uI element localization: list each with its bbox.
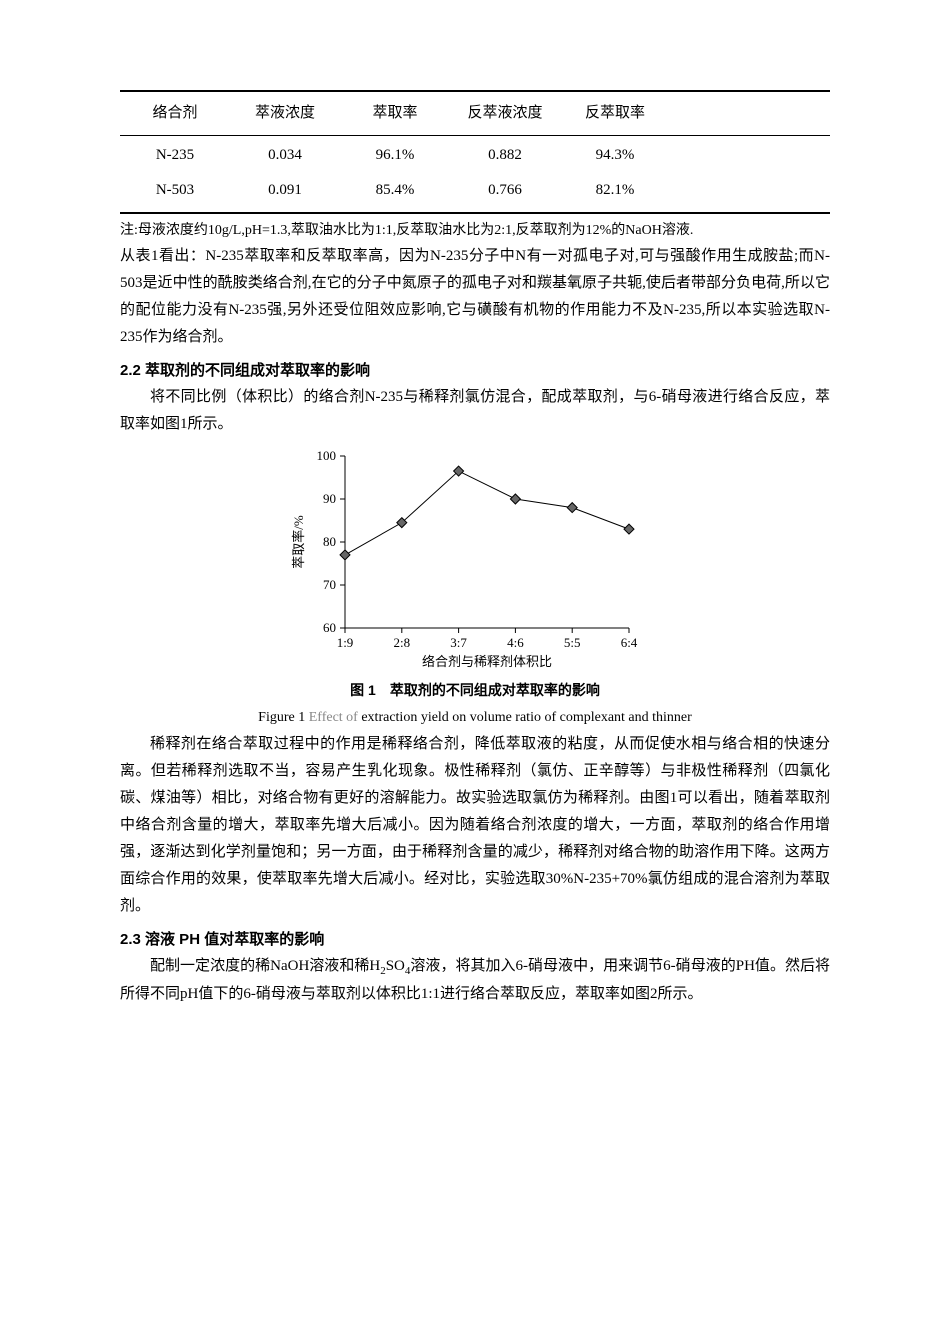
section-2-3-para: 配制一定浓度的稀NaOH溶液和稀H2SO4溶液，将其加入6-硝母液中，用来调节6… — [120, 953, 830, 1009]
fig1-en-mid: Effect of — [309, 710, 362, 725]
th-complexant: 络合剂 — [120, 100, 230, 127]
svg-text:萃取率/%: 萃取率/% — [291, 515, 306, 569]
th-reextract-conc: 反萃液浓度 — [450, 100, 560, 127]
svg-text:络合剂与稀释剂体积比: 络合剂与稀释剂体积比 — [422, 654, 552, 669]
svg-text:90: 90 — [323, 491, 336, 506]
figure-1-chart: 60 70 80 90 100 1:9 2:8 3:7 4:6 5:5 6:4 萃取率/% 络合剂与稀释… — [285, 442, 665, 672]
figure-1-caption-en: Figure 1 Effect of extraction yield on v… — [120, 705, 830, 730]
td: N-503 — [120, 177, 230, 204]
table-row: N-235 0.034 96.1% 0.882 94.3% — [120, 136, 830, 171]
figure-1-caption-cn: 图 1 萃取剂的不同组成对萃取率的影响 — [120, 678, 830, 703]
td: 0.034 — [230, 142, 340, 169]
section-2-2-title: 2.2 萃取剂的不同组成对萃取率的影响 — [120, 357, 830, 384]
svg-text:6:4: 6:4 — [621, 635, 638, 650]
th-extract-conc: 萃液浓度 — [230, 100, 340, 127]
svg-text:80: 80 — [323, 534, 336, 549]
extraction-table: 络合剂 萃液浓度 萃取率 反萃液浓度 反萃取率 N-235 0.034 96.1… — [120, 90, 830, 214]
td: 0.882 — [450, 142, 560, 169]
section-2-2-para: 将不同比例（体积比）的络合剂N-235与稀释剂氯仿混合，配成萃取剂，与6-硝母液… — [120, 384, 830, 438]
svg-text:5:5: 5:5 — [564, 635, 581, 650]
fig1-en-pre: Figure 1 — [258, 710, 309, 725]
s23-pre: 配制一定浓度的稀NaOH溶液和稀H — [150, 958, 380, 974]
td: 85.4% — [340, 177, 450, 204]
section-2-3-title: 2.3 溶液 PH 值对萃取率的影响 — [120, 926, 830, 953]
table-row: N-503 0.091 85.4% 0.766 82.1% — [120, 171, 830, 212]
table-note: 注:母液浓度约10g/L,pH=1.3,萃取油水比为1:1,反萃取油水比为2:1… — [120, 218, 830, 243]
th-extract-rate: 萃取率 — [340, 100, 450, 127]
chart-svg: 60 70 80 90 100 1:9 2:8 3:7 4:6 5:5 6:4 萃取率/% 络合剂与稀释… — [285, 442, 645, 672]
s23-mid1: SO — [386, 958, 405, 974]
th-reextract-rate: 反萃取率 — [560, 100, 670, 127]
paragraph-1: 从表1看出：N-235萃取率和反萃取率高，因为N-235分子中N有一对孤电子对,… — [120, 243, 830, 351]
svg-text:4:6: 4:6 — [507, 635, 524, 650]
td: N-235 — [120, 142, 230, 169]
table-header-row: 络合剂 萃液浓度 萃取率 反萃液浓度 反萃取率 — [120, 92, 830, 136]
svg-text:3:7: 3:7 — [450, 635, 467, 650]
td: 94.3% — [560, 142, 670, 169]
svg-text:2:8: 2:8 — [393, 635, 410, 650]
td: 0.766 — [450, 177, 560, 204]
svg-text:1:9: 1:9 — [337, 635, 354, 650]
svg-text:70: 70 — [323, 577, 336, 592]
td: 0.091 — [230, 177, 340, 204]
fig1-en-post: extraction yield on volume ratio of comp… — [361, 710, 691, 725]
paragraph-2: 稀释剂在络合萃取过程中的作用是稀释络合剂，降低萃取液的粘度，从而促使水相与络合相… — [120, 731, 830, 920]
svg-text:60: 60 — [323, 620, 336, 635]
td: 82.1% — [560, 177, 670, 204]
td: 96.1% — [340, 142, 450, 169]
svg-text:100: 100 — [317, 448, 337, 463]
